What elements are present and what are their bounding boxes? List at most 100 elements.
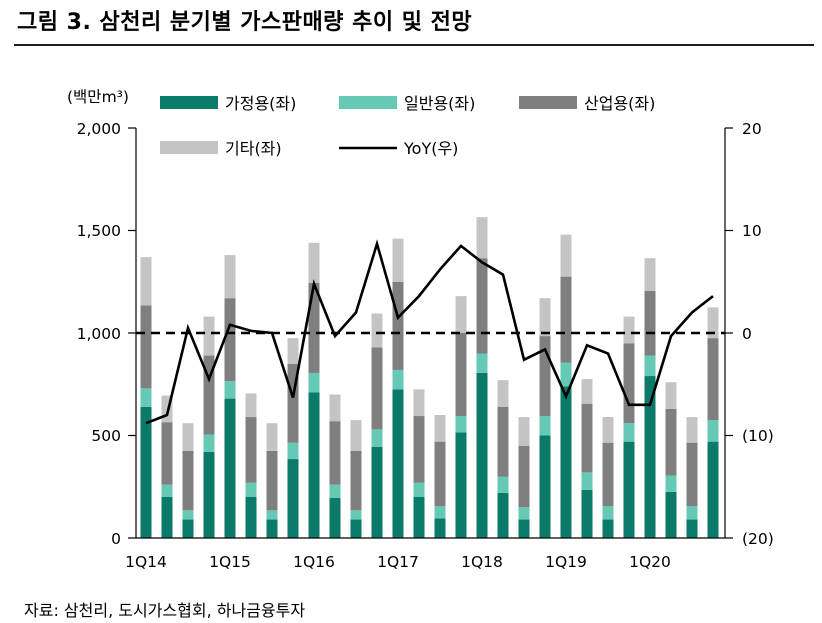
bar-segment-other [707, 307, 719, 339]
bar-segment-other [371, 313, 383, 348]
bar-segment-industrial [392, 281, 404, 370]
bar-segment-other [329, 394, 341, 422]
bar-segment-industrial [707, 338, 719, 421]
bar-segment-general [308, 372, 320, 393]
legend-label-industrial: 산업용(좌) [584, 94, 655, 113]
bar-segment-general [581, 472, 593, 490]
y-right-tick-label: (10) [742, 427, 774, 445]
bar-segment-other [686, 417, 698, 443]
bar-segment-general [182, 510, 194, 520]
bar-segment-residential [182, 519, 194, 538]
bar-segment-other [287, 338, 299, 364]
bar-segment-general [161, 484, 173, 497]
bar-segment-residential [203, 451, 215, 538]
bar-segment-residential [707, 441, 719, 538]
bar-segment-general [203, 434, 215, 452]
bar-segment-industrial [497, 406, 509, 477]
bar-segment-other [455, 296, 467, 333]
bar-segment-residential [560, 386, 572, 538]
bar-segment-other [350, 420, 362, 451]
y-left-tick-label: 1,000 [77, 325, 121, 343]
y-right-tick-label: (20) [742, 530, 774, 548]
bar-segment-residential [287, 459, 299, 538]
y-right-tick-label: 20 [742, 120, 762, 138]
bar-segment-general [224, 381, 236, 399]
bar-segment-residential [497, 492, 509, 538]
figure-title: 그림 3. 삼천리 분기별 가스판매량 추이 및 전망 [17, 10, 473, 35]
bar-segment-general [434, 506, 446, 519]
bar-segment-industrial [434, 441, 446, 507]
bar-segment-general [140, 388, 152, 407]
bar-segment-other [560, 234, 572, 277]
bar-segment-residential [413, 497, 425, 538]
y-left-tick-label: 500 [91, 427, 121, 445]
bar-segment-residential [455, 432, 467, 538]
y-left-tick-label: 1,500 [77, 222, 121, 240]
legend-swatch-other [160, 141, 218, 154]
bar-segment-general [392, 369, 404, 390]
x-tick-label: 1Q15 [209, 553, 251, 571]
bar-segment-residential [392, 389, 404, 538]
bar-segment-general [497, 476, 509, 493]
bar-segment-industrial [224, 298, 236, 382]
bar-segment-other [413, 389, 425, 417]
bar-segment-industrial [539, 336, 551, 417]
bar-segment-general [455, 416, 467, 433]
bar-segment-general [476, 353, 488, 373]
legend-label-yoy: YoY(우) [403, 139, 458, 158]
bar-segment-residential [581, 489, 593, 538]
title-divider [14, 44, 814, 46]
x-tick-label: 1Q16 [293, 553, 335, 571]
legend-swatch-industrial [519, 96, 577, 109]
bar-segment-industrial [203, 355, 215, 435]
bar-segment-other [203, 316, 215, 356]
x-tick-label: 1Q14 [125, 553, 167, 571]
bar-segment-residential [350, 519, 362, 538]
bar-segment-other [392, 238, 404, 282]
legend-swatch-general [339, 96, 397, 109]
y-right-tick-label: 10 [742, 222, 762, 240]
bar-segment-residential [434, 518, 446, 538]
yoy-line-layer [145, 239, 714, 425]
bar-segment-general [413, 482, 425, 497]
legend-label-general: 일반용(좌) [404, 94, 475, 113]
bar-segment-residential [518, 519, 530, 538]
bar-segment-general [539, 416, 551, 436]
bar-segment-industrial [287, 363, 299, 443]
bar-segment-industrial [182, 450, 194, 511]
bar-segment-residential [245, 497, 257, 538]
bar-segment-residential [686, 519, 698, 538]
bar-segment-industrial [644, 290, 656, 356]
bar-segment-industrial [560, 276, 572, 363]
bar-segment-other [308, 242, 320, 283]
bar-segment-industrial [140, 305, 152, 389]
bar-segment-other [161, 395, 173, 423]
bar-segment-residential [371, 446, 383, 538]
bar-segment-industrial [161, 422, 173, 485]
bar-segment-residential [644, 376, 656, 538]
bar-segment-general [623, 423, 635, 442]
bar-segment-general [518, 507, 530, 520]
bar-segment-other [665, 382, 677, 409]
bar-segment-general [329, 484, 341, 499]
bar-segment-residential [140, 406, 152, 538]
bar-segment-general [665, 475, 677, 492]
bar-segment-residential [539, 435, 551, 538]
bar-segment-general [644, 355, 656, 377]
bar-segment-industrial [686, 442, 698, 507]
bar-segment-industrial [371, 347, 383, 430]
bar-segment-residential [623, 441, 635, 538]
y-left-tick-label: 2,000 [77, 120, 121, 138]
yoy-line [145, 239, 714, 425]
bar-segment-residential [161, 497, 173, 538]
bar-segment-industrial [350, 450, 362, 511]
bar-segment-other [224, 255, 236, 299]
x-tick-label: 1Q17 [377, 553, 419, 571]
x-axis: 1Q14 1Q15 1Q16 1Q17 1Q18 1Q19 1Q20 [125, 537, 725, 571]
y-left-unit-label: (백만m³) [67, 88, 129, 106]
bar-segment-residential [476, 372, 488, 538]
bar-segment-other [518, 417, 530, 446]
x-tick-label: 1Q19 [545, 553, 587, 571]
y-right-tick-label: 0 [742, 325, 752, 343]
